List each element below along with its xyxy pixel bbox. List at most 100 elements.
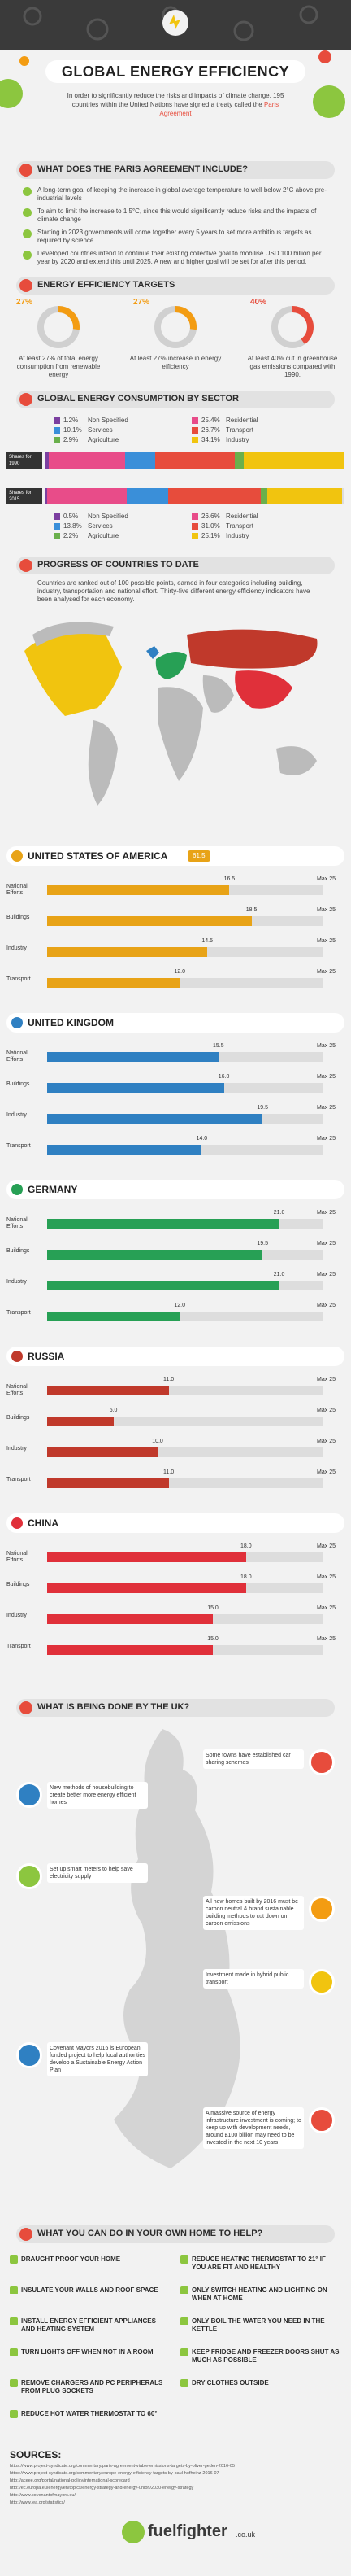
source-link: https://www.project-syndicate.org/commen… bbox=[10, 2464, 235, 2469]
max-prefix: Max bbox=[317, 876, 328, 882]
max-label: Max 25 bbox=[317, 1043, 349, 1049]
bullet-icon bbox=[23, 229, 32, 238]
progress-text: Countries are ranked out of 100 possible… bbox=[37, 579, 310, 603]
max-value: 25 bbox=[329, 1210, 336, 1216]
score-track bbox=[47, 1417, 323, 1426]
max-value: 25 bbox=[329, 969, 336, 975]
intro-text: In order to significantly reduce the ris… bbox=[67, 92, 284, 108]
country-flag bbox=[11, 850, 23, 862]
max-label: Max 25 bbox=[317, 1469, 349, 1475]
country-bar bbox=[6, 1180, 344, 1199]
score-label: 14.0 bbox=[196, 1136, 208, 1142]
legend-name: Services bbox=[88, 426, 113, 434]
country-name: UNITED KINGDOM bbox=[28, 1017, 114, 1028]
max-prefix: Max bbox=[317, 907, 328, 913]
home-tip: REDUCE HEATING THERMOSTAT TO 21° IF YOU … bbox=[192, 2255, 326, 2271]
category-label: Industry bbox=[6, 1613, 27, 1618]
legend-value: 31.0% bbox=[202, 522, 220, 530]
share-bar bbox=[46, 452, 344, 469]
side-decoration bbox=[0, 50, 345, 118]
max-label: Max 25 bbox=[317, 1439, 349, 1444]
header-decoration bbox=[0, 0, 351, 50]
heading-bar bbox=[16, 1699, 335, 1717]
uk-icon bbox=[309, 1969, 335, 1995]
section-heading: ENERGY EFFICIENCY TARGETS bbox=[37, 280, 176, 290]
score-bar bbox=[47, 1417, 114, 1426]
section-heading: GLOBAL ENERGY CONSUMPTION BY SECTOR bbox=[37, 394, 239, 404]
legend-name: Transport bbox=[226, 522, 254, 530]
max-label: Max 25 bbox=[317, 1543, 349, 1549]
max-label: Max 25 bbox=[317, 1636, 349, 1642]
max-prefix: Max bbox=[317, 938, 328, 944]
home-tip: DRAUGHT PROOF YOUR HOME bbox=[21, 2255, 121, 2263]
score-bar bbox=[47, 1312, 180, 1321]
uk-item: Some towns have established car sharing … bbox=[203, 1749, 304, 1769]
legend-swatch bbox=[192, 427, 198, 434]
legend-name: Residential bbox=[226, 513, 258, 520]
legend-name: Industry bbox=[226, 532, 249, 539]
legend-value: 13.8% bbox=[63, 522, 82, 530]
max-prefix: Max bbox=[317, 1241, 328, 1247]
home-tip: INSULATE YOUR WALLS AND ROOF SPACE bbox=[21, 2286, 158, 2294]
max-label: Max 25 bbox=[317, 1303, 349, 1308]
legend-name: Services bbox=[88, 522, 113, 530]
uk-item: Investment made in hybrid public transpo… bbox=[203, 1969, 304, 1989]
target-percent: 27% bbox=[133, 298, 150, 307]
score-label: 19.5 bbox=[257, 1241, 268, 1247]
score-bar bbox=[47, 1250, 263, 1260]
category-label: Transport bbox=[6, 1310, 31, 1316]
score-label: 16.0 bbox=[218, 1074, 230, 1080]
home-tip: REDUCE HOT WATER THERMOSTAT TO 60° bbox=[21, 2410, 158, 2417]
max-prefix: Max bbox=[317, 1408, 328, 1413]
score-bar bbox=[47, 885, 230, 895]
max-label: Max 25 bbox=[317, 1105, 349, 1111]
category-label: Industry bbox=[6, 1279, 27, 1285]
share-segment bbox=[46, 488, 47, 504]
category-label: Industry bbox=[6, 945, 27, 951]
heading-bar bbox=[16, 557, 335, 574]
source-link: http://ec.europa.eu/energy/en/topics/ene… bbox=[10, 2486, 194, 2491]
uk-icon bbox=[309, 1896, 335, 1922]
score-label: 15.5 bbox=[212, 1043, 224, 1049]
legend-value: 2.9% bbox=[63, 436, 79, 443]
country-name: RUSSIA bbox=[28, 1351, 65, 1362]
uk-item: A massive source of energy infrastructur… bbox=[203, 2107, 304, 2149]
max-value: 25 bbox=[329, 1043, 336, 1049]
legend-swatch bbox=[54, 437, 60, 443]
heading-icon bbox=[20, 393, 32, 406]
country-flag bbox=[11, 1017, 23, 1028]
score-bar bbox=[47, 1083, 224, 1093]
source-link: https://www.project-syndicate.org/commen… bbox=[10, 2471, 219, 2476]
max-label: Max 25 bbox=[317, 1377, 349, 1382]
score-label: 12.0 bbox=[174, 969, 185, 975]
score-label: 12.0 bbox=[174, 1303, 185, 1308]
sources-heading: SOURCES: bbox=[10, 2449, 62, 2460]
share-bar bbox=[46, 488, 344, 504]
intro: In order to significantly reduce the ris… bbox=[57, 91, 294, 118]
legend-swatch bbox=[54, 523, 60, 530]
score-bar bbox=[47, 1552, 246, 1562]
target-percent: 40% bbox=[250, 298, 267, 307]
country-flag bbox=[11, 1184, 23, 1195]
legend-swatch bbox=[192, 417, 198, 424]
max-prefix: Max bbox=[317, 1210, 328, 1216]
target-ring bbox=[154, 306, 197, 348]
source-link: http://www.covenantofmayors.eu/ bbox=[10, 2493, 76, 2498]
max-label: Max 25 bbox=[317, 907, 349, 913]
score-label: 19.5 bbox=[257, 1105, 268, 1111]
score-label: 15.0 bbox=[207, 1636, 219, 1642]
country-name: CHINA bbox=[28, 1517, 58, 1529]
score-bar bbox=[47, 1478, 169, 1488]
legend-value: 25.4% bbox=[202, 417, 220, 424]
country-name: GERMANY bbox=[28, 1184, 78, 1195]
legend-value: 25.1% bbox=[202, 532, 220, 539]
max-label: Max 25 bbox=[317, 1210, 349, 1216]
category-label: National Efforts bbox=[6, 1050, 28, 1063]
score-bar bbox=[47, 1583, 246, 1593]
section-heading: WHAT YOU CAN DO IN YOUR OWN HOME TO HELP… bbox=[37, 2229, 263, 2238]
category-label: Buildings bbox=[6, 1582, 30, 1587]
uk-icon bbox=[309, 2107, 335, 2133]
legend-name: Industry bbox=[226, 436, 249, 443]
max-value: 25 bbox=[329, 1574, 336, 1580]
max-value: 25 bbox=[329, 1605, 336, 1611]
